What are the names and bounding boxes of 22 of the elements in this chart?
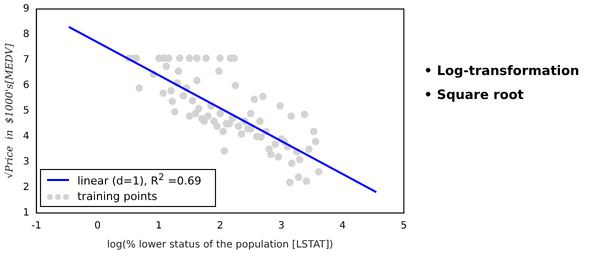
y-tick-label: 7 (22, 54, 30, 66)
y-tick-label: 3 (22, 156, 30, 168)
y-axis-title: √Price in $1000's[MEDV] (4, 43, 16, 179)
x-tick-label: -1 (31, 220, 42, 232)
x-tick-label: 5 (400, 220, 408, 232)
x-tick-label: 0 (94, 220, 101, 232)
x-tick-label: 3 (278, 220, 285, 232)
x-tick-label: 1 (156, 220, 162, 232)
x-tick-label: 2 (216, 220, 224, 232)
x-axis-title: log(% lower status of the population [LSTAT]) (106, 240, 334, 251)
legend-label: training points (77, 190, 158, 203)
y-tick-label: 1 (22, 208, 30, 219)
y-tick-label: 9 (22, 4, 30, 15)
text: • Log-transformation (424, 63, 580, 81)
y-tick-label: 8 (22, 29, 30, 40)
text: • Square root (424, 87, 525, 105)
x-tick-label: 4 (339, 220, 346, 232)
y-tick-label: 4 (22, 131, 30, 142)
y-tick-label: 5 (22, 106, 30, 117)
y-tick-label: 6 (22, 80, 30, 92)
y-tick-label: 2 (22, 182, 30, 194)
legend-label: linear (d=1), R$^{2}$ =0.69 (77, 172, 202, 188)
